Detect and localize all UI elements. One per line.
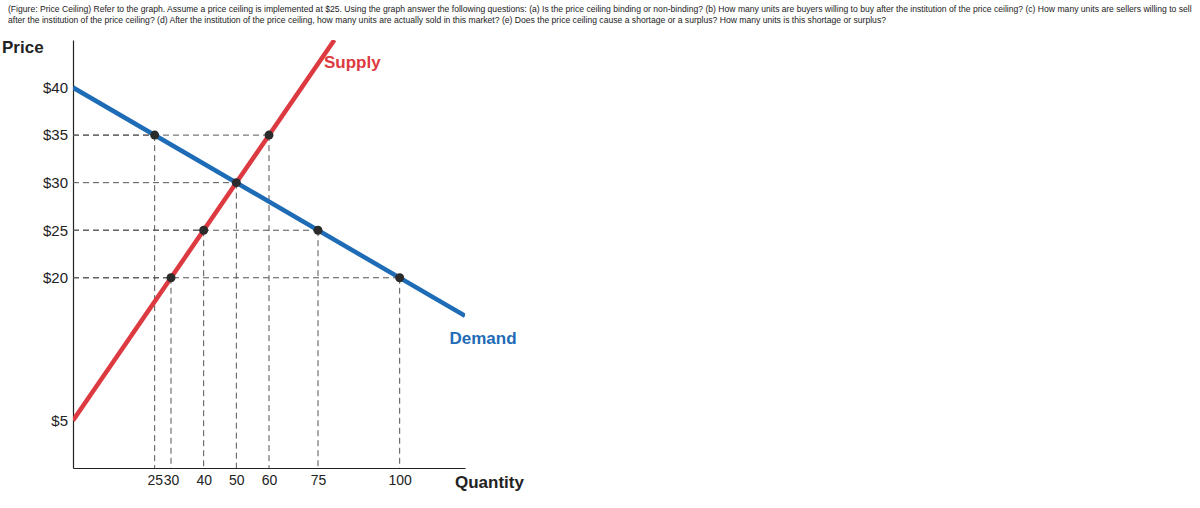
point xyxy=(167,273,176,282)
y-tick: $20 xyxy=(43,269,73,286)
x-tick: 100 xyxy=(388,468,412,488)
title: (Figure: Price Ceiling) Refer to the gra… xyxy=(8,4,1194,26)
y-tick: $30 xyxy=(43,174,73,191)
guide-vertical xyxy=(269,135,270,468)
x-tick: 30 xyxy=(164,468,180,488)
x-tick-label: 50 xyxy=(229,472,245,488)
y-tick-label: $40 xyxy=(43,79,68,96)
y-axis-line xyxy=(73,41,74,469)
x-tick: 75 xyxy=(311,468,327,488)
guide-horizontal xyxy=(73,182,236,183)
x-axis-line xyxy=(74,468,466,469)
guide-horizontal xyxy=(73,135,155,136)
point xyxy=(199,226,208,235)
x-tick: 60 xyxy=(262,468,278,488)
line xyxy=(73,88,465,316)
point xyxy=(232,178,241,187)
x-tick: 50 xyxy=(229,468,245,488)
guide-vertical xyxy=(318,230,319,468)
point xyxy=(150,131,159,140)
x-tick-label: 60 xyxy=(262,472,278,488)
y-tick: $25 xyxy=(43,222,73,239)
y-tick-label: $25 xyxy=(43,222,68,239)
guide-horizontal xyxy=(73,277,400,278)
x-tick-label: 25 xyxy=(147,472,163,488)
point xyxy=(395,273,404,282)
x-tick: 25 xyxy=(147,468,163,488)
x-tick-label: 40 xyxy=(196,472,212,488)
y-tick-label: $30 xyxy=(43,174,68,191)
y-tick: $5 xyxy=(51,412,73,429)
plot-area xyxy=(73,40,465,468)
x-tick-label: 100 xyxy=(388,472,412,488)
point xyxy=(314,226,323,235)
y-tick: $40 xyxy=(43,79,73,96)
line-label: Demand xyxy=(449,329,516,348)
line-labels: Supply Demand xyxy=(324,53,517,348)
guide-vertical xyxy=(399,278,400,468)
y-axis-title: Price xyxy=(2,38,44,57)
x-axis: 2530 40 50 60 75 100 xyxy=(74,468,466,488)
points xyxy=(150,131,404,283)
point xyxy=(265,131,274,140)
guide-vertical xyxy=(203,230,204,468)
y-tick-label: $35 xyxy=(43,126,68,143)
y-tick-label: $20 xyxy=(43,269,68,286)
line xyxy=(73,40,334,420)
x-tick-label: 30 xyxy=(164,472,180,488)
guide-horizontal xyxy=(73,230,318,231)
y-axis: $5 $20 $25 $30 $35 $40 xyxy=(43,41,74,469)
y-tick-label: $5 xyxy=(51,412,68,429)
guide-vertical xyxy=(171,278,172,468)
x-tick-label: 75 xyxy=(311,472,327,488)
chart: $5 $20 $25 $30 $35 $40 2530 40 50 60 75 100 Price Qua… xyxy=(0,0,1200,508)
lines xyxy=(73,40,465,420)
guide-horizontal xyxy=(73,135,269,136)
line-label: Supply xyxy=(324,53,381,72)
y-tick: $35 xyxy=(43,126,73,143)
guide-vertical xyxy=(236,183,237,468)
x-axis-title: Quantity xyxy=(455,473,524,492)
guide-lines xyxy=(73,135,400,468)
x-tick: 40 xyxy=(196,468,212,488)
